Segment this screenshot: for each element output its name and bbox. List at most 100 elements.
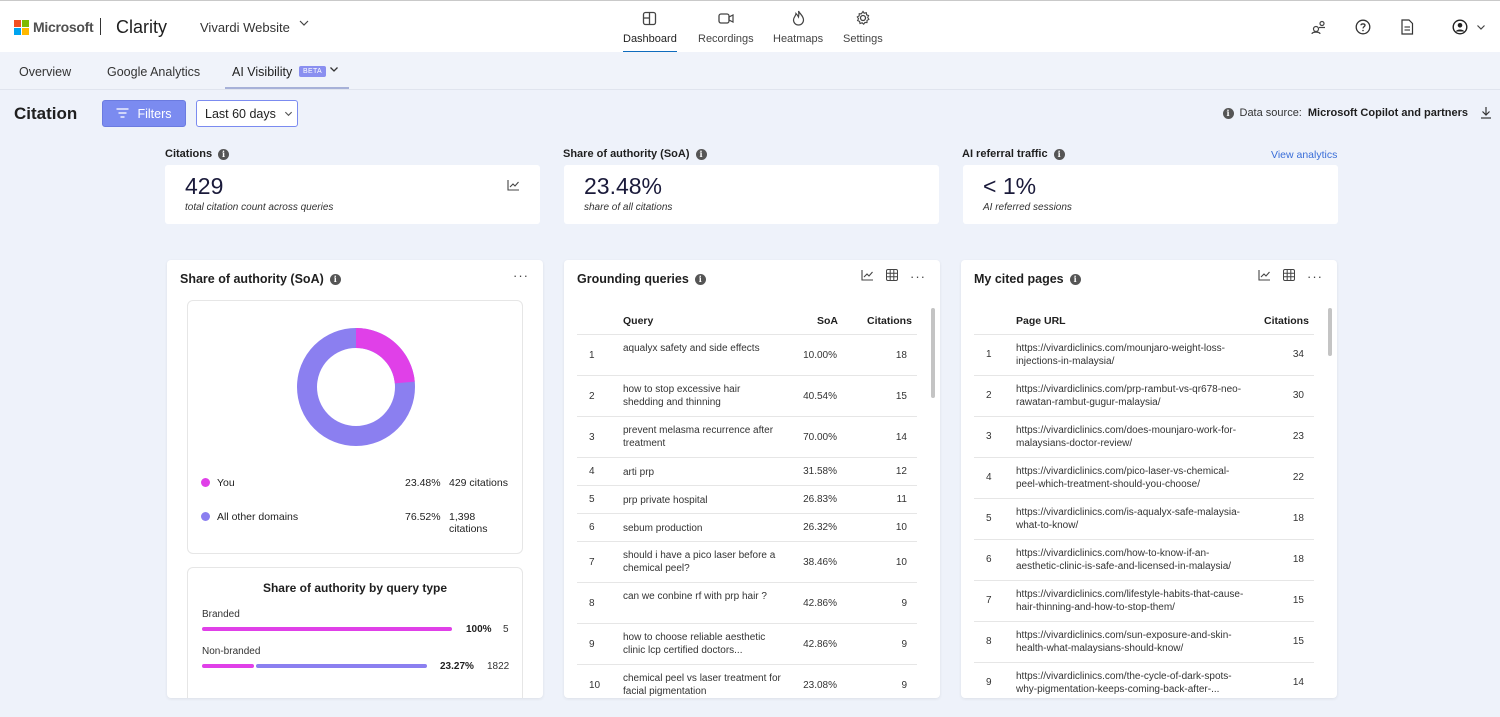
date-range-dropdown[interactable]: Last 60 days — [196, 100, 298, 127]
document-icon[interactable] — [1398, 18, 1416, 36]
table-row[interactable]: 7 https://vivardiclinics.com/lifestyle-ha… — [974, 581, 1314, 622]
download-icon[interactable] — [1480, 106, 1492, 122]
info-icon[interactable]: i — [694, 273, 706, 285]
filters-button[interactable]: Filters — [102, 100, 186, 127]
tab-google-analytics[interactable]: Google Analytics — [107, 65, 201, 79]
col-citations[interactable]: Citations — [867, 315, 912, 327]
soa-donut-card: You 23.48% 429 citations All other domai… — [187, 300, 523, 554]
tab-ai-visibility[interactable]: AI Visibility — [232, 65, 293, 79]
info-icon[interactable]: i — [329, 273, 341, 285]
chevron-down-icon — [284, 107, 293, 121]
query-text: prevent melasma recurrence after treatme… — [623, 425, 774, 449]
account-icon[interactable] — [1451, 18, 1469, 36]
table-row[interactable]: 2 https://vivardiclinics.com/prp-rambut-v… — [974, 376, 1314, 417]
col-page-url[interactable]: Page URL — [1016, 315, 1066, 327]
info-icon[interactable]: i — [1069, 273, 1081, 285]
chevron-down-icon[interactable] — [329, 63, 339, 77]
table-view-icon[interactable] — [1283, 268, 1295, 284]
flame-icon — [773, 9, 823, 27]
table-row[interactable]: 9 how to choose reliable aesthetic clinic… — [577, 624, 917, 665]
query-type-label: Branded — [202, 609, 240, 620]
chevron-down-icon[interactable] — [1472, 18, 1490, 36]
tab-overview[interactable]: Overview — [19, 65, 72, 79]
soa-panel: Share of authority (SoA) i ··· You 23.48… — [167, 260, 543, 698]
table-row[interactable]: 6 https://vivardiclinics.com/how-to-know-… — [974, 540, 1314, 581]
table-row[interactable]: 3 prevent melasma recurrence after treatm… — [577, 417, 917, 458]
citations-value: 9 — [901, 639, 907, 650]
table-row[interactable]: 7 should i have a pico laser before a che… — [577, 542, 917, 583]
page-url-link[interactable]: https://vivardiclinics.com/lifestyle-hab… — [1016, 589, 1244, 613]
col-soa[interactable]: SoA — [817, 315, 838, 327]
table-row[interactable]: 8 https://vivardiclinics.com/sun-exposure… — [974, 622, 1314, 663]
help-icon[interactable] — [1354, 18, 1372, 36]
table-row[interactable]: 2 how to stop excessive hair shedding and… — [577, 376, 917, 417]
table-row[interactable]: 1 aqualyx safety and side effects 10.00% 18 — [577, 335, 917, 376]
kpi-subtext: AI referred sessions — [983, 202, 1072, 213]
page-url-link[interactable]: https://vivardiclinics.com/the-cycle-of-… — [1016, 671, 1232, 695]
query-text: can we conbine rf with prp hair ? — [623, 591, 767, 602]
nav-heatmaps[interactable]: Heatmaps — [773, 9, 823, 45]
share-users-icon[interactable] — [1310, 18, 1328, 36]
product-name[interactable]: Clarity — [116, 17, 168, 37]
info-icon[interactable]: i — [695, 148, 707, 160]
row-number: 4 — [986, 472, 992, 483]
table-row[interactable]: 8 can we conbine rf with prp hair ? 42.86%… — [577, 583, 917, 624]
nav-recordings[interactable]: Recordings — [698, 9, 754, 45]
beta-badge: BETA — [299, 66, 326, 77]
nav-label: Heatmaps — [773, 33, 824, 45]
kpi-value: 23.48% — [584, 173, 663, 199]
nav-label: Recordings — [698, 33, 754, 45]
query-text: aqualyx safety and side effects — [623, 343, 760, 354]
page-url-link[interactable]: https://vivardiclinics.com/mounjaro-weig… — [1016, 343, 1225, 367]
table-row[interactable]: 10 chemical peel vs laser treatment for f… — [577, 665, 917, 698]
nav-dashboard[interactable]: Dashboard — [623, 9, 677, 53]
col-citations[interactable]: Citations — [1264, 315, 1309, 327]
page-url-link[interactable]: https://vivardiclinics.com/is-aqualyx-sa… — [1016, 507, 1240, 531]
view-analytics-link[interactable]: View analytics — [1271, 149, 1338, 161]
citations-value: 30 — [1292, 390, 1304, 401]
query-text: should i have a pico laser before a chem… — [623, 550, 776, 574]
table-row[interactable]: 5 prp private hospital 26.83% 11 — [577, 486, 917, 514]
table-row[interactable]: 9 https://vivardiclinics.com/the-cycle-of… — [974, 663, 1314, 698]
cited-pages-panel: My cited pages i ··· Page URL Citations … — [961, 260, 1337, 698]
info-icon[interactable]: i — [1222, 107, 1234, 119]
col-query[interactable]: Query — [623, 315, 654, 327]
table-row[interactable]: 4 arti prp 31.58% 12 — [577, 458, 917, 486]
scrollbar[interactable] — [931, 308, 935, 398]
table-row[interactable]: 6 sebum production 26.32% 10 — [577, 514, 917, 542]
table-row[interactable]: 1 https://vivardiclinics.com/mounjaro-wei… — [974, 335, 1314, 376]
nav-label: Dashboard — [623, 33, 677, 45]
kpi-value: < 1% — [983, 173, 1037, 199]
table-row[interactable]: 4 https://vivardiclinics.com/pico-laser-v… — [974, 458, 1314, 499]
citations-value: 23 — [1292, 431, 1304, 442]
table-view-icon[interactable] — [886, 268, 898, 284]
info-icon[interactable]: i — [1053, 148, 1065, 160]
active-tab-indicator — [225, 87, 349, 89]
page-url-link[interactable]: https://vivardiclinics.com/how-to-know-i… — [1016, 548, 1232, 572]
trend-chart-icon[interactable] — [861, 268, 874, 284]
table-row[interactable]: 5 https://vivardiclinics.com/is-aqualyx-s… — [974, 499, 1314, 540]
more-options-icon[interactable]: ··· — [513, 268, 529, 283]
trend-chart-icon[interactable] — [507, 179, 520, 194]
row-number: 8 — [986, 636, 992, 647]
table-row[interactable]: 3 https://vivardiclinics.com/does-mounjar… — [974, 417, 1314, 458]
project-selector[interactable]: Vivardi Website — [200, 20, 290, 35]
page-title: Citation — [14, 104, 78, 123]
page-url-link[interactable]: https://vivardiclinics.com/prp-rambut-vs… — [1016, 384, 1242, 408]
row-number: 7 — [986, 595, 992, 606]
soa-donut-chart — [297, 328, 415, 446]
nav-settings[interactable]: Settings — [843, 9, 883, 45]
page-url-link[interactable]: https://vivardiclinics.com/sun-exposure-… — [1016, 630, 1232, 654]
more-options-icon[interactable]: ··· — [1307, 268, 1323, 284]
query-text: arti prp — [623, 467, 655, 478]
top-bar: Microsoft Clarity Vivardi Website Dashbo… — [0, 0, 1500, 53]
chevron-down-icon[interactable] — [298, 17, 310, 32]
trend-chart-icon[interactable] — [1258, 268, 1271, 284]
page-url-link[interactable]: https://vivardiclinics.com/does-mounjaro… — [1016, 425, 1237, 449]
filters-label: Filters — [137, 106, 172, 121]
more-options-icon[interactable]: ··· — [910, 268, 926, 284]
kpi-subtext: share of all citations — [584, 202, 673, 213]
page-url-link[interactable]: https://vivardiclinics.com/pico-laser-vs… — [1016, 466, 1230, 490]
scrollbar[interactable] — [1328, 308, 1332, 356]
info-icon[interactable]: i — [218, 148, 230, 160]
